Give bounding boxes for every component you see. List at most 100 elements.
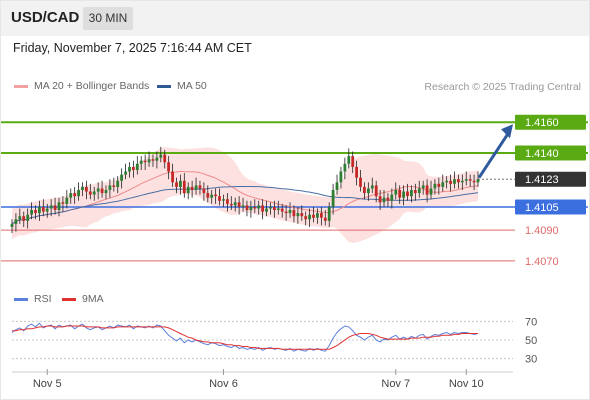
candle-body-up — [331, 190, 335, 207]
time-label: Nov 10 — [449, 378, 484, 390]
candle — [77, 182, 80, 201]
level-label-1-4140-bg — [515, 145, 586, 161]
candle-body-down — [85, 186, 88, 192]
candle-body-down — [167, 162, 170, 172]
candle-body-up — [92, 191, 96, 195]
candle — [355, 160, 358, 186]
candle-body-up — [367, 188, 370, 194]
rsi-tick-label-50: 50 — [525, 335, 537, 347]
candle — [41, 199, 45, 217]
candle — [327, 202, 331, 227]
candle-body-up — [139, 160, 143, 164]
candle-body-down — [320, 213, 323, 218]
candle-body-down — [359, 177, 362, 187]
candle-body-up — [429, 188, 433, 195]
candle-body-up — [308, 214, 311, 220]
candle-body-down — [398, 190, 402, 198]
candle-body-up — [194, 185, 198, 190]
candle-body-down — [457, 179, 460, 183]
candle-body-down — [175, 182, 178, 187]
candle-body-up — [276, 208, 280, 210]
candle — [92, 186, 96, 201]
candle — [186, 182, 190, 200]
candle — [378, 190, 382, 211]
candle — [410, 185, 413, 203]
candle — [441, 174, 445, 192]
candle — [120, 168, 123, 189]
candle — [417, 180, 421, 198]
candle — [339, 166, 343, 189]
candle-body-down — [386, 197, 390, 201]
candle-body-up — [394, 190, 398, 195]
candle-body-down — [280, 208, 284, 212]
candle — [429, 180, 433, 200]
candle-body-up — [417, 188, 421, 194]
candle — [453, 171, 456, 189]
candle — [292, 205, 296, 223]
candle — [65, 190, 69, 209]
candle — [104, 185, 108, 200]
candle-body-down — [355, 166, 358, 178]
candle — [261, 199, 264, 220]
candle — [316, 208, 319, 224]
candle-body-up — [179, 180, 182, 187]
legend-rsi: RSI — [14, 293, 52, 305]
candle-body-up — [390, 194, 394, 201]
level-label-1-4090: 1.4090 — [525, 225, 559, 237]
ma20-line — [11, 170, 479, 225]
candle-body-up — [38, 207, 41, 214]
candle — [241, 197, 245, 212]
candle — [182, 173, 186, 198]
research-credit: Research © 2025 Trading Central — [424, 81, 581, 93]
candle — [26, 208, 30, 229]
candle-body-down — [143, 160, 147, 163]
timeframe-badge[interactable]: 30 MIN — [83, 7, 133, 30]
candle — [425, 179, 429, 203]
candle — [402, 185, 405, 206]
candle — [390, 188, 394, 209]
candle-body-up — [155, 157, 159, 161]
level-label-1-4105-bg — [515, 199, 586, 215]
candle — [398, 185, 402, 204]
candle-body-down — [261, 205, 264, 212]
candle-body-down — [292, 210, 296, 217]
candle-body-up — [18, 216, 22, 220]
candle-body-up — [65, 197, 69, 204]
candle — [269, 202, 272, 215]
candle — [233, 197, 237, 212]
level-label-1-4070: 1.4070 — [525, 256, 559, 268]
candle — [69, 188, 73, 204]
candle — [202, 182, 206, 201]
candle — [135, 156, 139, 175]
candle — [367, 182, 370, 201]
legend-rsi-ma-label: 9MA — [82, 293, 104, 305]
level-label-1-4105: 1.4105 — [525, 202, 559, 214]
candle — [194, 177, 198, 195]
candle — [151, 154, 155, 167]
rsi-tick-label-30: 30 — [525, 354, 537, 366]
candle — [449, 174, 452, 192]
candle — [132, 160, 135, 178]
candle-body-down — [88, 191, 92, 195]
candle — [304, 211, 308, 226]
candle-body-down — [171, 171, 174, 183]
legend-rsi-ma: 9MA — [62, 293, 104, 305]
candle — [296, 206, 300, 224]
candle-body-up — [116, 180, 120, 187]
candle-body-up — [159, 154, 163, 158]
candle — [85, 180, 88, 200]
candle — [163, 149, 167, 169]
candle-body-up — [26, 214, 30, 221]
candle-body-up — [421, 185, 425, 189]
candle-body-down — [151, 159, 155, 161]
candle-body-down — [284, 211, 288, 214]
candle-body-up — [339, 171, 343, 183]
candle-body-up — [249, 207, 253, 211]
rsi-swatch — [14, 297, 28, 301]
candle-body-down — [378, 196, 382, 203]
candle — [179, 174, 182, 195]
candle-body-down — [245, 205, 249, 210]
candle — [312, 206, 315, 223]
candle-body-up — [120, 174, 123, 181]
